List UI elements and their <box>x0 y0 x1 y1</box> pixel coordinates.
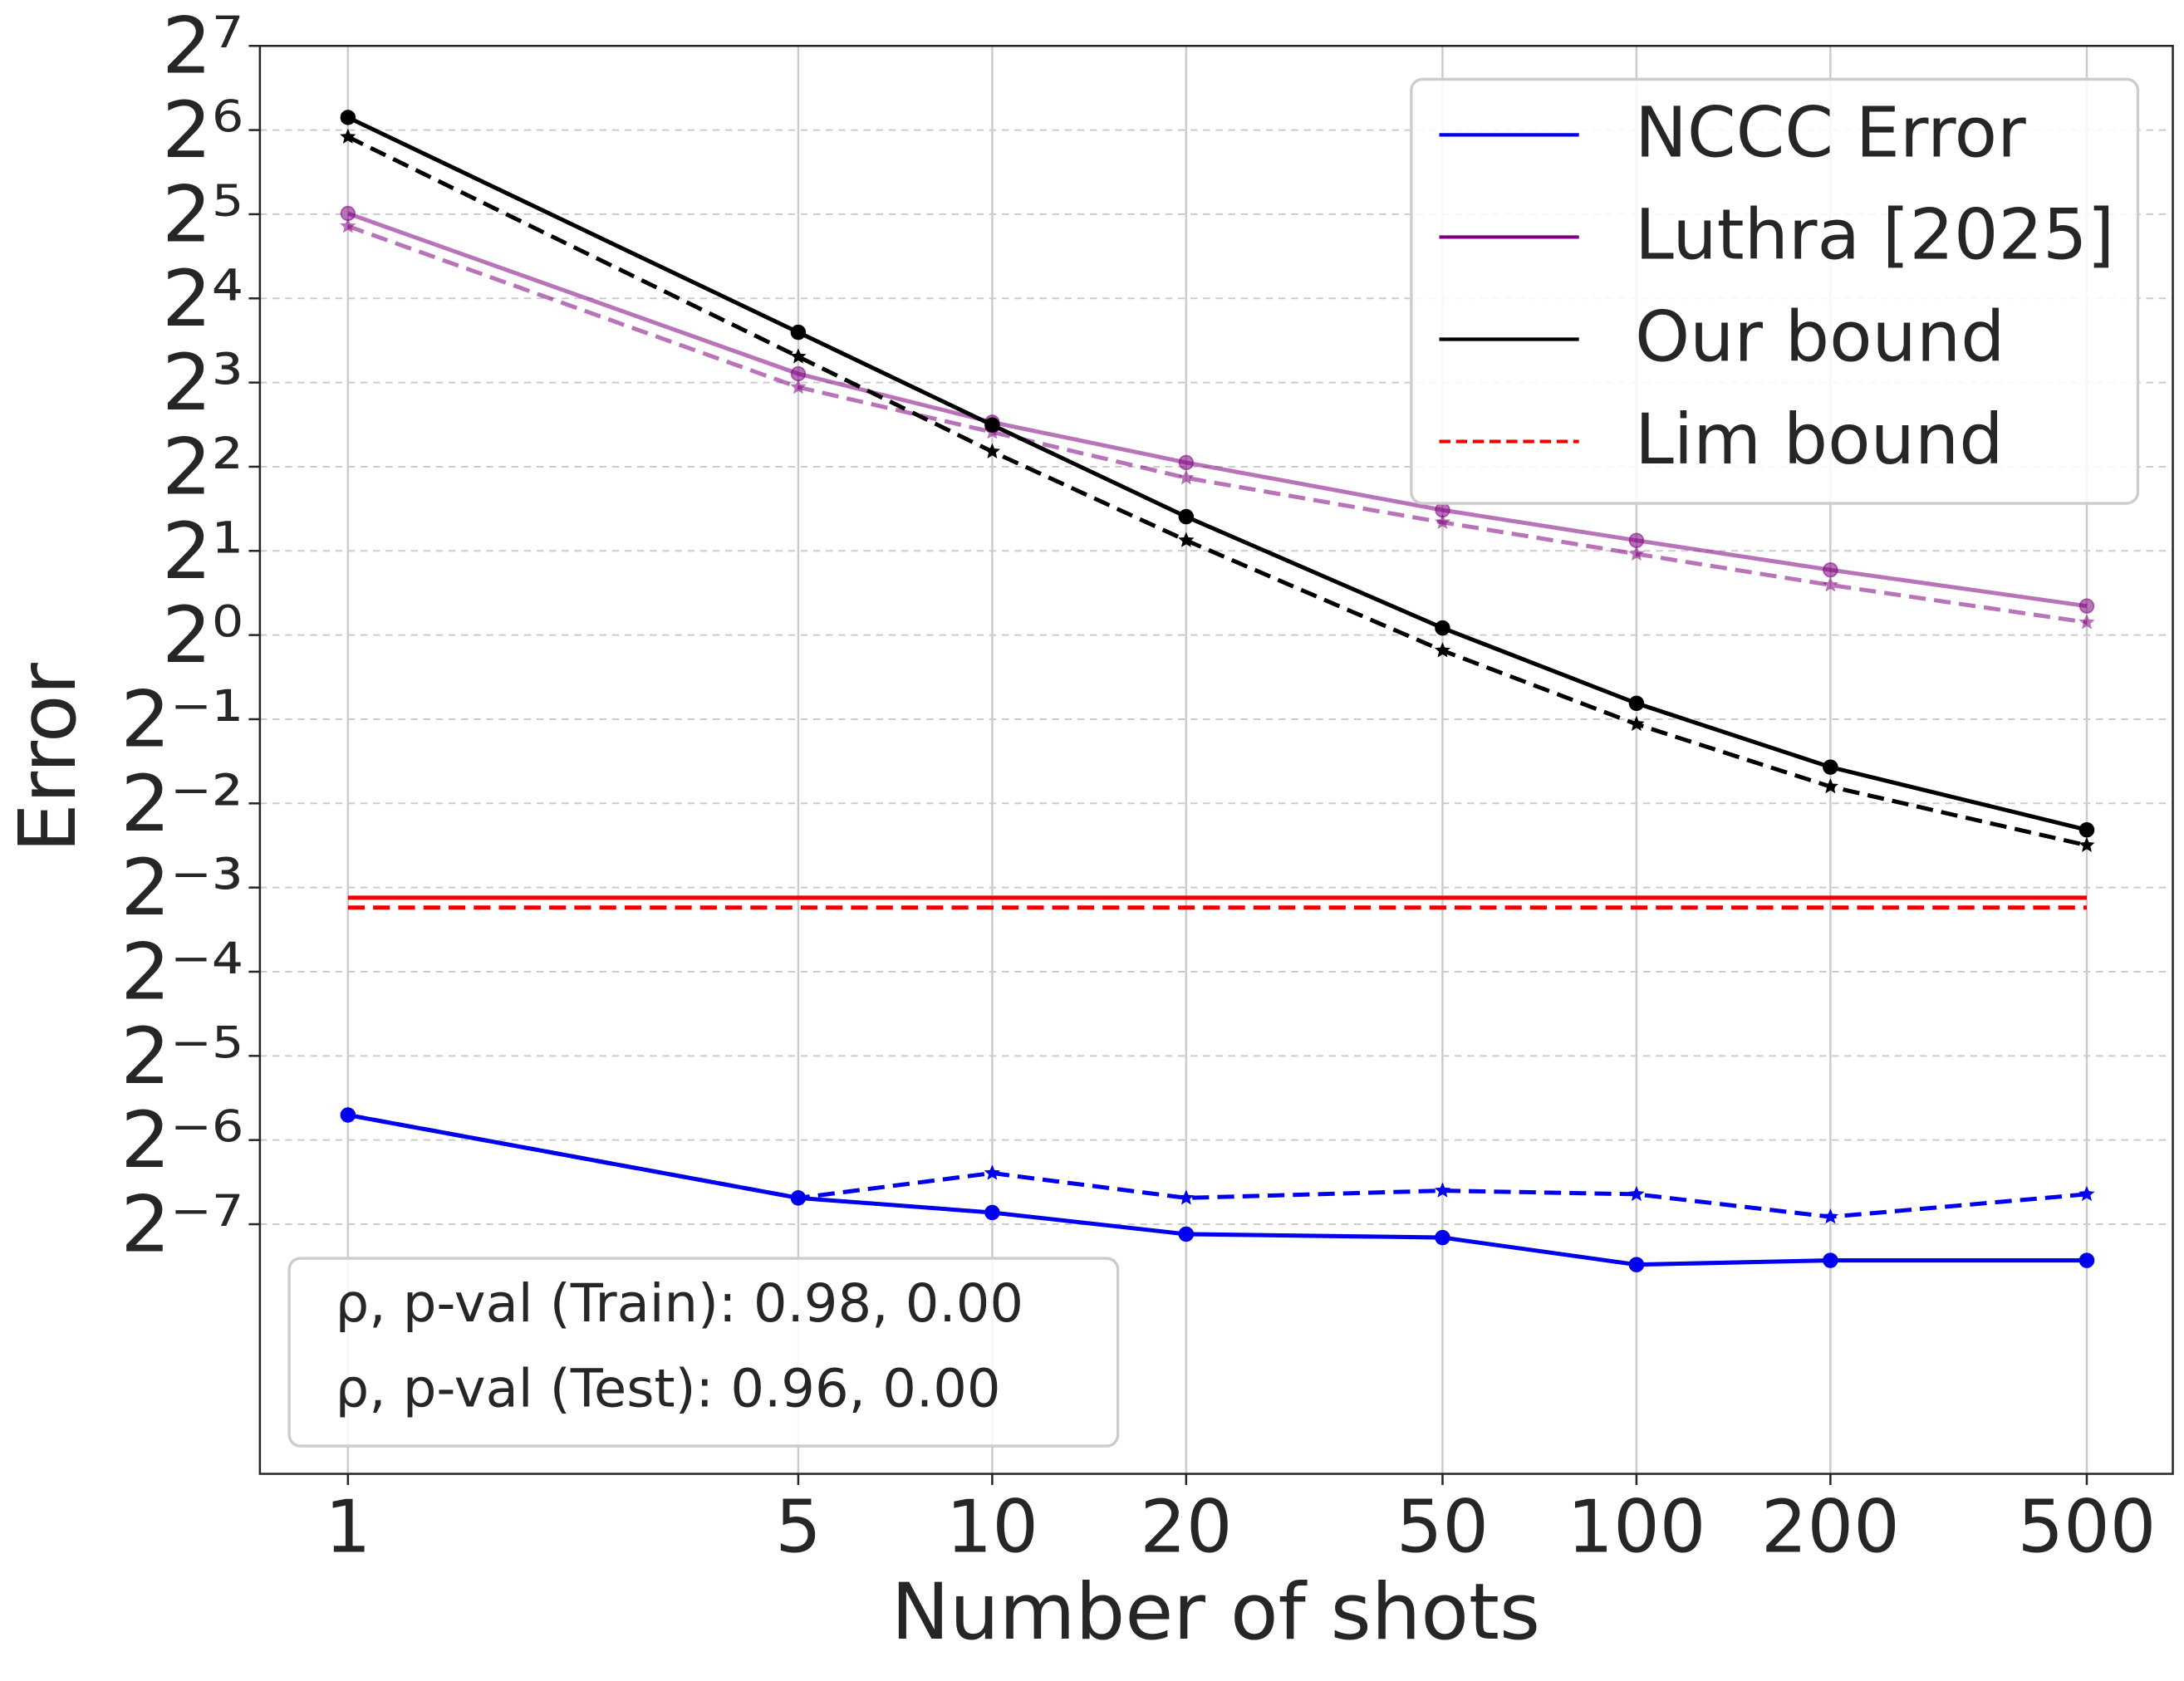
test-marker <box>1178 469 1195 485</box>
legend-label: NCCC Error <box>1635 92 2026 174</box>
y-tick-label: 2⁻⁴ <box>120 928 243 1018</box>
test-marker <box>1178 1189 1195 1205</box>
train-marker <box>1178 454 1195 471</box>
train-marker <box>984 417 1000 433</box>
test-marker <box>1434 642 1451 658</box>
test-marker <box>1434 1182 1451 1198</box>
test-marker <box>1822 1208 1839 1224</box>
test-marker <box>340 128 356 144</box>
test-marker <box>1628 1185 1645 1202</box>
annotation-box: ρ, p-val (Train): 0.98, 0.00 ρ, p-val (T… <box>287 1257 1120 1448</box>
train-marker <box>1823 1252 1838 1268</box>
test-marker <box>340 218 356 233</box>
test-marker <box>790 1189 807 1205</box>
y-tick-label: 2⁻³ <box>120 843 243 934</box>
test-marker <box>1822 576 1839 592</box>
test-line <box>346 135 2088 848</box>
y-tick-label: 2¹ <box>162 507 243 597</box>
y-tick-label: 2⁰ <box>162 591 243 681</box>
train-marker <box>1823 759 1838 775</box>
train-marker <box>2078 821 2095 838</box>
train-marker <box>984 1204 1000 1221</box>
y-tick-label: 2² <box>162 423 243 513</box>
y-tick-label: 2⁻² <box>120 759 243 850</box>
x-tick-label: 200 <box>1761 1485 1900 1570</box>
train-marker <box>790 324 807 341</box>
x-tick-label: 20 <box>1140 1485 1232 1570</box>
test-line <box>346 223 2088 625</box>
test-marker <box>2078 1185 2095 1202</box>
y-tick-label: 2⁴ <box>162 254 243 345</box>
y-axis-label: Error <box>3 663 94 853</box>
legend-label: Luthra [2025] <box>1635 194 2114 276</box>
plot-area <box>340 110 2095 1272</box>
test-marker <box>1628 715 1645 732</box>
annotation-text: ρ, p-val (Test): 0.96, 0.00 <box>336 1358 1001 1419</box>
train-marker <box>1178 1226 1195 1242</box>
test-marker <box>790 379 807 395</box>
train-line <box>346 115 2088 832</box>
train-line <box>347 211 2088 609</box>
legend-box <box>1410 77 2140 505</box>
x-tick-label: 1 <box>325 1485 371 1570</box>
test-marker <box>1178 532 1195 547</box>
test-line <box>347 1113 2088 1219</box>
train-marker <box>1823 561 1838 578</box>
ticks: 1 5 10 20 50 100 200 5002⁷2⁶2⁵2⁴2³2²2¹2⁰2⁻¹2⁻²2… <box>120 2 2156 1570</box>
y-tick-label: 2⁵ <box>162 170 243 261</box>
train-marker <box>1178 508 1195 525</box>
y-tick-label: 2⁻⁵ <box>120 1012 243 1102</box>
x-axis-label: Number of shots <box>891 1567 1540 1658</box>
x-tick-label: 5 <box>775 1485 822 1570</box>
train-marker <box>2078 1252 2095 1268</box>
legend-label: Lim bound <box>1635 399 2004 480</box>
y-tick-label: 2⁻¹ <box>120 675 243 766</box>
test-marker <box>984 1164 1000 1180</box>
train-marker <box>1435 620 1450 636</box>
train-marker <box>1628 532 1645 548</box>
train-marker <box>1628 1257 1645 1272</box>
test-marker <box>1822 777 1839 794</box>
y-tick-label: 2⁷ <box>162 2 243 92</box>
train-marker <box>1628 695 1645 712</box>
y-tick-label: 2⁻⁶ <box>120 1095 243 1186</box>
annotation-frame <box>287 1257 1120 1448</box>
x-tick-label: 100 <box>1567 1485 1705 1570</box>
annotation-text: ρ, p-val (Train): 0.98, 0.00 <box>336 1273 1023 1335</box>
test-marker <box>1628 545 1645 561</box>
test-marker <box>1434 513 1451 529</box>
train-marker <box>1435 1229 1450 1246</box>
train-marker <box>2078 598 2095 614</box>
y-tick-label: 2⁻⁷ <box>120 1180 243 1271</box>
test-marker <box>2078 614 2095 630</box>
train-marker <box>790 365 807 382</box>
train-marker <box>340 110 356 125</box>
test-marker <box>340 1106 356 1122</box>
y-tick-label: 2³ <box>162 338 243 429</box>
test-marker <box>2078 836 2095 852</box>
x-tick-label: 500 <box>2018 1485 2157 1570</box>
test-marker <box>790 348 807 364</box>
axes-frame <box>258 44 2174 1475</box>
train-line <box>347 1113 2087 1267</box>
legend: NCCC Error Luthra [2025] Our bound Lim boun… <box>1410 77 2140 505</box>
x-tick-label: 10 <box>946 1485 1038 1570</box>
test-marker <box>984 443 1000 458</box>
legend-label: Our bound <box>1635 297 2005 378</box>
x-tick-label: 50 <box>1396 1485 1489 1570</box>
y-tick-label: 2⁶ <box>162 86 243 176</box>
